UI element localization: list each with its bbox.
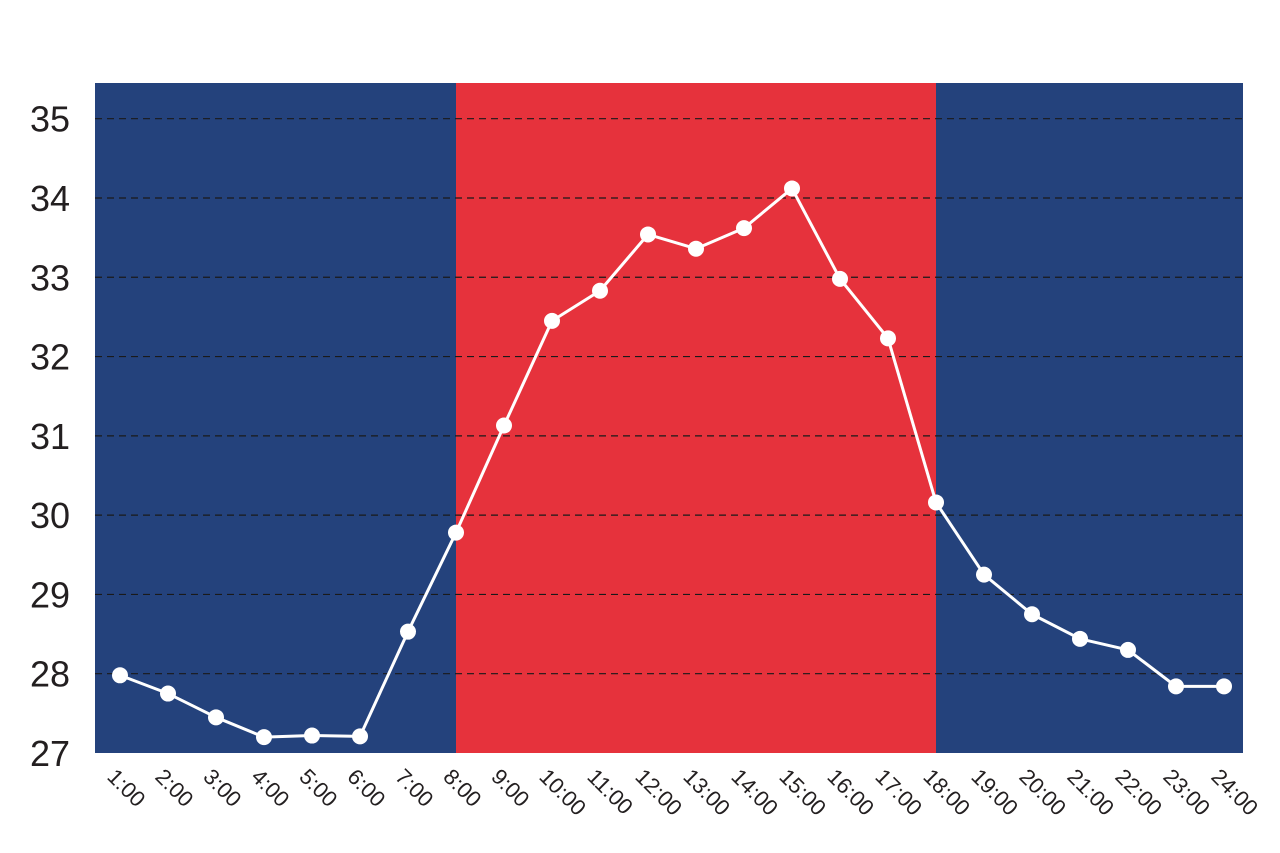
data-point [1072, 630, 1088, 647]
x-tick-label: 20:00 [1014, 764, 1071, 821]
x-tick-label: 22:00 [1110, 764, 1167, 821]
x-tick-label: 17:00 [870, 764, 927, 821]
data-point [736, 220, 752, 237]
data-point [928, 494, 944, 511]
x-tick-label: 5:00 [294, 764, 342, 812]
data-point [784, 180, 800, 197]
x-tick-label: 1:00 [102, 764, 150, 812]
x-tick-label: 23:00 [1158, 764, 1215, 821]
x-tick-label: 21:00 [1062, 764, 1119, 821]
data-point [688, 240, 704, 257]
data-point [304, 727, 320, 744]
x-tick-label: 4:00 [246, 764, 294, 812]
data-point [640, 226, 656, 243]
data-point [592, 282, 608, 299]
data-point [832, 270, 848, 287]
data-point [448, 524, 464, 541]
data-point [496, 417, 512, 434]
y-tick-label: 28 [30, 654, 70, 695]
data-point [112, 667, 128, 684]
x-tick-label: 6:00 [342, 764, 390, 812]
data-point [1216, 678, 1232, 695]
background-band [95, 83, 456, 753]
x-tick-label: 11:00 [582, 764, 637, 819]
y-tick-label: 33 [30, 257, 70, 298]
x-tick-label: 13:00 [678, 764, 735, 821]
data-point [976, 566, 992, 583]
x-tick-label: 10:00 [534, 764, 591, 821]
series-line [119, 186, 1224, 739]
x-tick-label: 7:00 [390, 764, 438, 812]
y-tick-label: 31 [30, 416, 70, 457]
x-tick-label: 15:00 [774, 764, 831, 821]
x-tick-label: 18:00 [918, 764, 975, 821]
y-tick-label: 29 [30, 574, 70, 615]
data-point [400, 623, 416, 640]
x-tick-label: 19:00 [966, 764, 1023, 821]
x-tick-label: 12:00 [630, 764, 687, 821]
data-point [1120, 641, 1136, 658]
y-tick-label: 27 [30, 733, 70, 774]
x-tick-label: 3:00 [198, 764, 246, 812]
x-tick-label: 16:00 [822, 764, 879, 821]
x-tick-label: 24:00 [1206, 764, 1263, 821]
data-point [544, 312, 560, 329]
y-tick-label: 35 [30, 99, 70, 140]
data-point [208, 709, 224, 726]
data-point [256, 729, 272, 746]
x-tick-label: 14:00 [726, 764, 783, 821]
y-tick-label: 32 [30, 337, 70, 378]
y-tick-label: 34 [30, 178, 70, 219]
background-band [936, 83, 1243, 753]
x-tick-label: 9:00 [486, 764, 534, 812]
x-tick-label: 2:00 [150, 764, 198, 812]
x-tick-label: 8:00 [438, 764, 486, 812]
data-point [880, 330, 896, 347]
data-point [352, 728, 368, 745]
background-band [456, 83, 936, 753]
y-tick-label: 30 [30, 495, 70, 536]
data-point [1168, 678, 1184, 695]
data-point [160, 685, 176, 702]
data-point [1024, 606, 1040, 623]
